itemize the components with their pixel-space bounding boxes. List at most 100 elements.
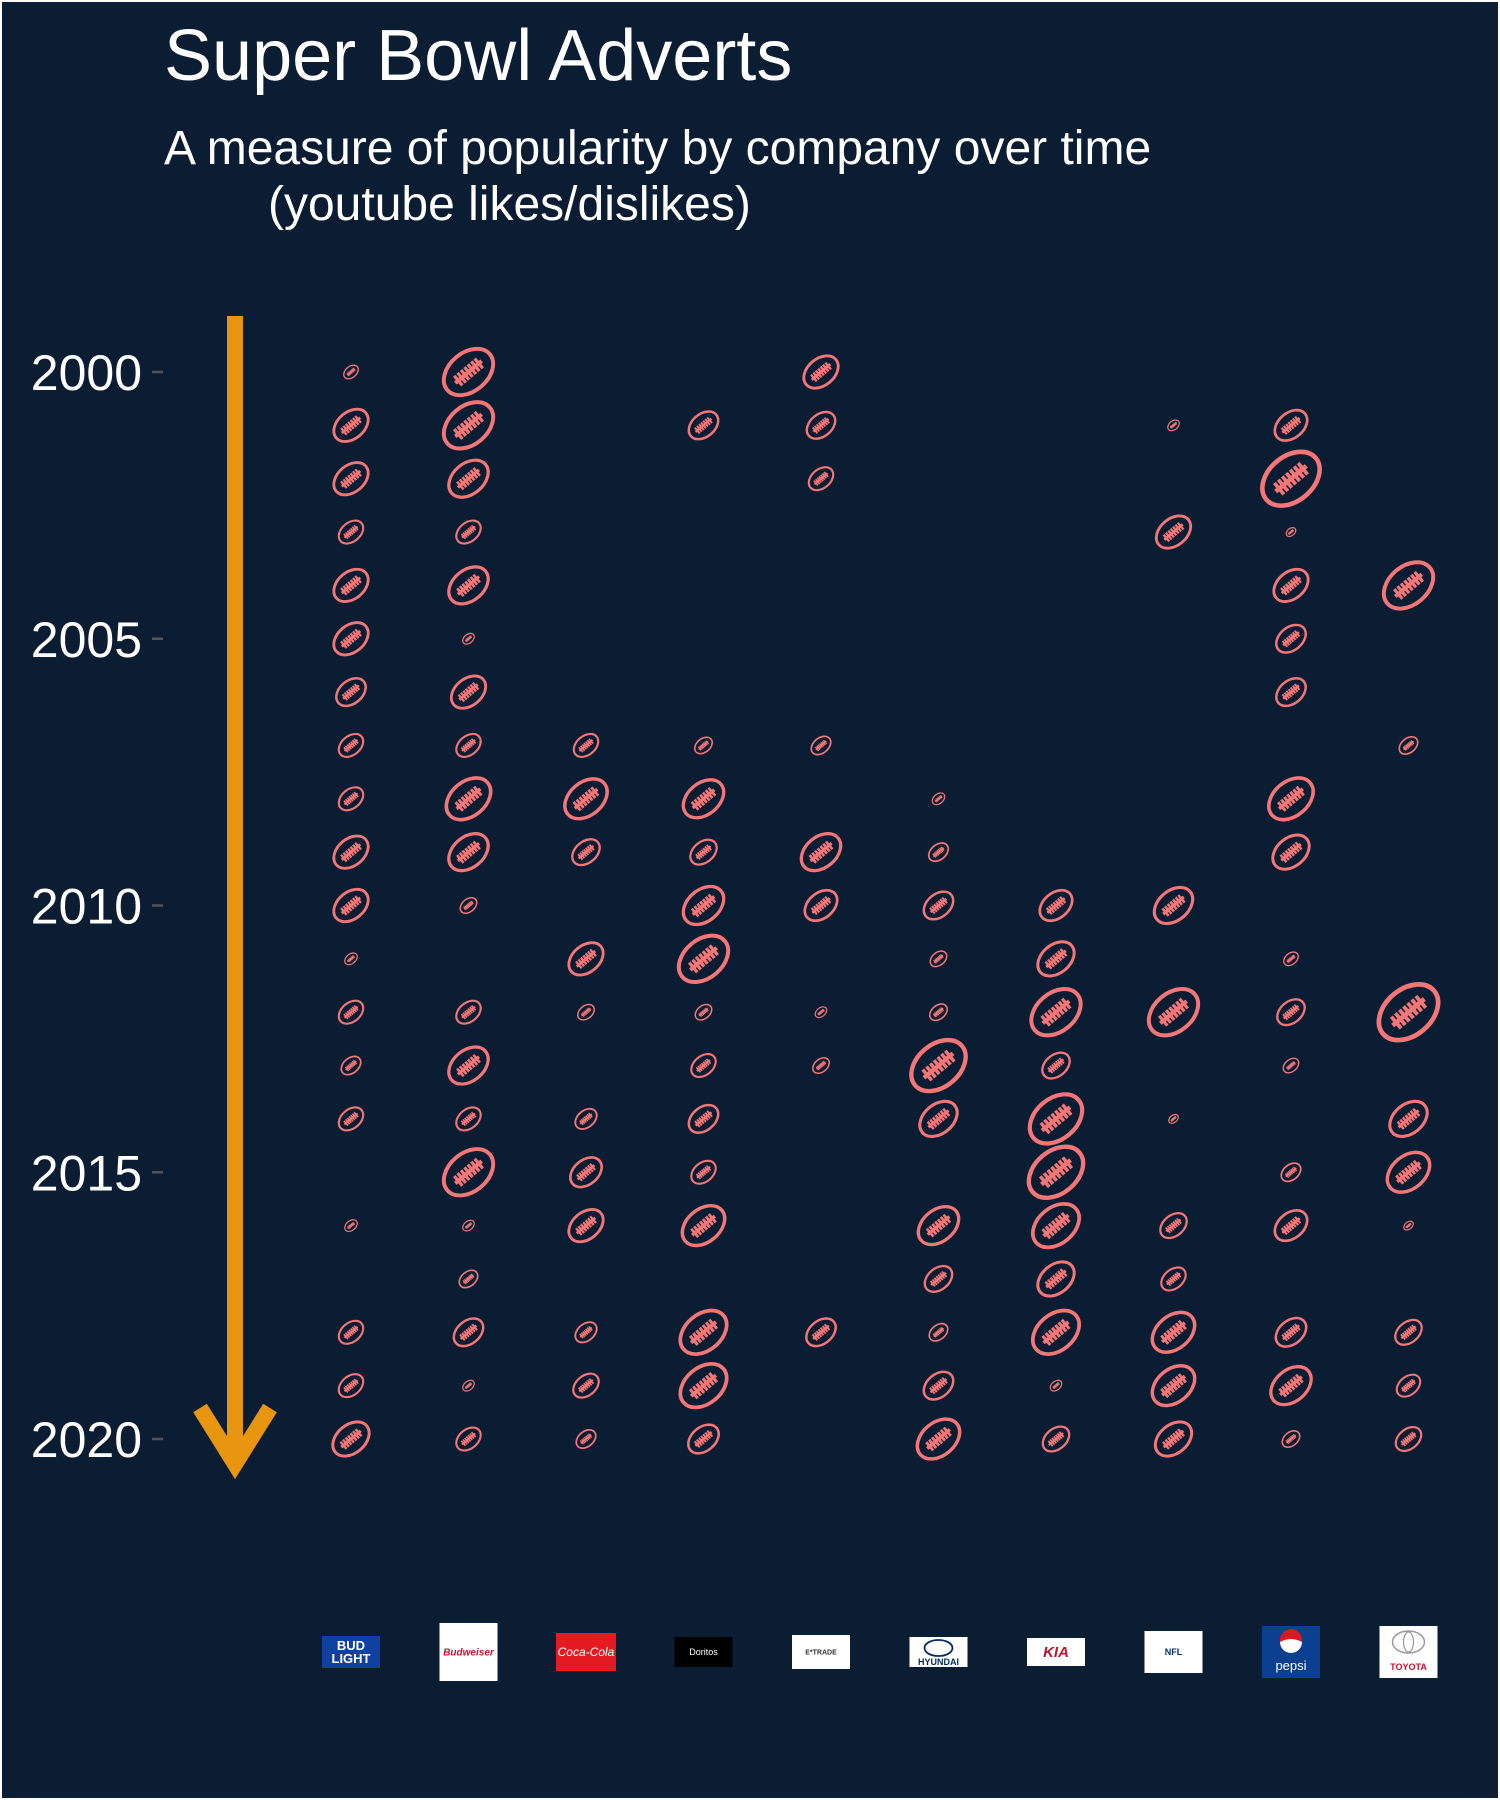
football-mark: [814, 1006, 828, 1019]
football-mark: [802, 354, 840, 390]
logo-badge: [322, 1636, 380, 1668]
y-tick-label: 2015: [31, 1145, 142, 1201]
football-mark: [455, 999, 482, 1025]
logo-text: Doritos: [689, 1647, 718, 1657]
company-logo: Doritos: [674, 1637, 733, 1667]
football-mark: [693, 736, 714, 755]
football-mark: [337, 999, 365, 1025]
football-mark: [449, 674, 488, 710]
logo-text: TOYOTA: [1390, 1662, 1427, 1672]
football-mark: [1150, 1310, 1197, 1354]
football-mark: [1049, 1379, 1063, 1392]
football-mark: [1398, 735, 1419, 755]
football-mark: [462, 1219, 475, 1232]
football-mark: [332, 834, 370, 870]
football-mark: [447, 458, 490, 499]
football-mark: [909, 1037, 968, 1094]
football-mark: [344, 952, 358, 966]
football-mark: [1029, 987, 1083, 1038]
logo-badge: [674, 1637, 733, 1667]
football-mark: [337, 519, 365, 545]
football-mark: [1403, 1220, 1414, 1231]
chart-title: Super Bowl Adverts: [164, 16, 792, 96]
football-mark: [805, 1317, 837, 1348]
football-mark: [1167, 419, 1180, 432]
football-mark: [1150, 1364, 1197, 1408]
football-mark: [571, 838, 601, 867]
football-mark: [1275, 623, 1307, 654]
logo-badge: [792, 1635, 850, 1669]
football-mark: [927, 842, 950, 863]
logo-text: E*TRADE: [805, 1649, 837, 1656]
football-mark: [678, 1308, 729, 1356]
logo-badge: [556, 1633, 616, 1671]
football-mark: [1272, 567, 1310, 603]
football-mark: [1036, 1260, 1076, 1298]
football-mark: [455, 1106, 482, 1132]
football-mark: [1267, 776, 1315, 822]
football-mark: [332, 621, 370, 657]
company-logo: TOYOTA: [1379, 1626, 1438, 1678]
football-mark: [922, 1370, 955, 1401]
football-mark: [1273, 1209, 1309, 1243]
company-logo: pepsi: [1262, 1626, 1320, 1678]
logo-text: HYUNDAI: [918, 1657, 959, 1667]
football-mark: [567, 1208, 605, 1244]
company-logo: Budweiser: [439, 1623, 498, 1681]
football-mark: [1280, 1162, 1302, 1183]
logo-text: pepsi: [1275, 1658, 1306, 1673]
football-mark: [1381, 560, 1436, 611]
football-mark: [805, 410, 837, 440]
football-mark: [332, 887, 370, 924]
football-mark: [812, 1057, 830, 1075]
football-mark: [337, 1106, 365, 1132]
football-mark: [931, 792, 946, 806]
football-mark: [676, 933, 731, 985]
y-axis: 2000 2005 2010 2015 2020: [31, 345, 163, 1468]
football-mark: [1285, 526, 1297, 538]
company-logo: KIA: [1027, 1638, 1085, 1666]
y-tick-label: 2000: [31, 345, 142, 401]
football-mark: [1154, 514, 1193, 550]
football-mark: [455, 1426, 482, 1452]
football-mark: [1030, 1201, 1082, 1250]
football-mark: [332, 567, 370, 603]
football-mark: [447, 1045, 490, 1086]
football-marks: [331, 346, 1441, 1461]
football-mark: [681, 884, 726, 927]
football-mark: [1376, 981, 1441, 1043]
football-mark: [574, 1321, 598, 1344]
football-mark: [332, 461, 370, 497]
football-mark: [687, 410, 720, 441]
football-mark: [1159, 1212, 1188, 1240]
football-mark: [1283, 951, 1299, 967]
football-mark: [687, 1103, 720, 1134]
football-mark: [344, 1219, 358, 1233]
football-mark: [1394, 1318, 1423, 1346]
football-mark: [447, 832, 490, 873]
football-mark: [1036, 940, 1076, 978]
football-mark: [1271, 833, 1311, 871]
football-mark: [444, 776, 493, 822]
hyundai-emblem-icon: [923, 1639, 954, 1657]
football-mark: [689, 838, 718, 866]
football-mark: [343, 364, 359, 380]
football-mark: [1395, 1373, 1422, 1398]
toyota-emblem-icon: [1391, 1630, 1426, 1654]
football-mark: [1030, 1308, 1082, 1356]
football-mark: [1276, 998, 1306, 1027]
logo-text: LIGHT: [332, 1651, 371, 1666]
logo-badge: [1027, 1638, 1085, 1666]
y-tick-label: 2020: [31, 1412, 142, 1468]
football-mark: [1041, 1051, 1071, 1080]
logo-badge: [439, 1623, 498, 1681]
football-mark: [1394, 1425, 1423, 1453]
football-mark: [441, 346, 496, 398]
football-mark: [690, 1159, 717, 1185]
football-mark: [459, 897, 478, 914]
logo-text: Coca-Cola: [558, 1645, 615, 1659]
company-logo: Coca-Cola: [556, 1633, 616, 1671]
football-mark: [575, 1429, 597, 1449]
